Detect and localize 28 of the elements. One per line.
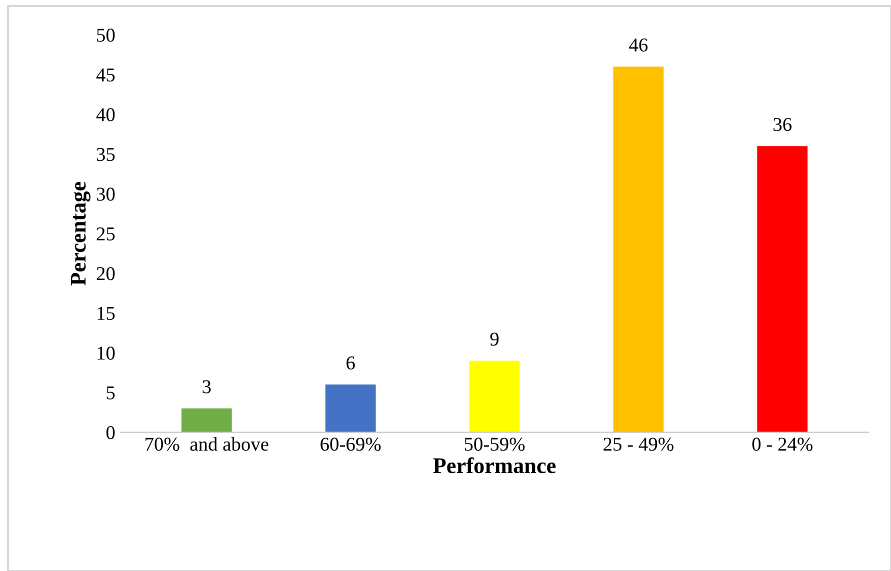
bar (325, 384, 376, 432)
data-label: 36 (774, 118, 792, 132)
data-label: 9 (490, 332, 499, 346)
y-tick-label: 30 (96, 188, 115, 201)
x-tick-label: 60-69% (320, 438, 381, 451)
y-tick-label: 35 (96, 148, 115, 161)
x-axis-title: Performance (433, 457, 556, 474)
y-axis-title: Percentage (70, 182, 90, 286)
data-label: 46 (629, 38, 648, 52)
x-tick-label: 25 - 49% (604, 438, 674, 451)
y-tick-label: 20 (96, 267, 115, 280)
x-tick-label: 70% and above (146, 437, 268, 451)
y-tick-label: 5 (106, 386, 115, 400)
y-tick-label: 40 (96, 108, 115, 122)
x-tick-label: 0 - 24% (752, 438, 812, 451)
y-tick-label: 45 (96, 68, 115, 82)
bar (469, 360, 520, 432)
x-tick-label: 50-59% (464, 438, 525, 451)
y-tick-label: 50 (97, 28, 115, 42)
y-tick-label: 10 (98, 346, 115, 360)
data-label: 3 (202, 380, 211, 394)
y-tick-label: 0 (106, 426, 115, 440)
bar (757, 146, 808, 432)
data-label: 6 (346, 356, 355, 370)
y-tick-label: 15 (98, 306, 115, 320)
bar (181, 408, 232, 432)
y-tick-label: 25 (96, 227, 115, 240)
bar (613, 66, 664, 432)
